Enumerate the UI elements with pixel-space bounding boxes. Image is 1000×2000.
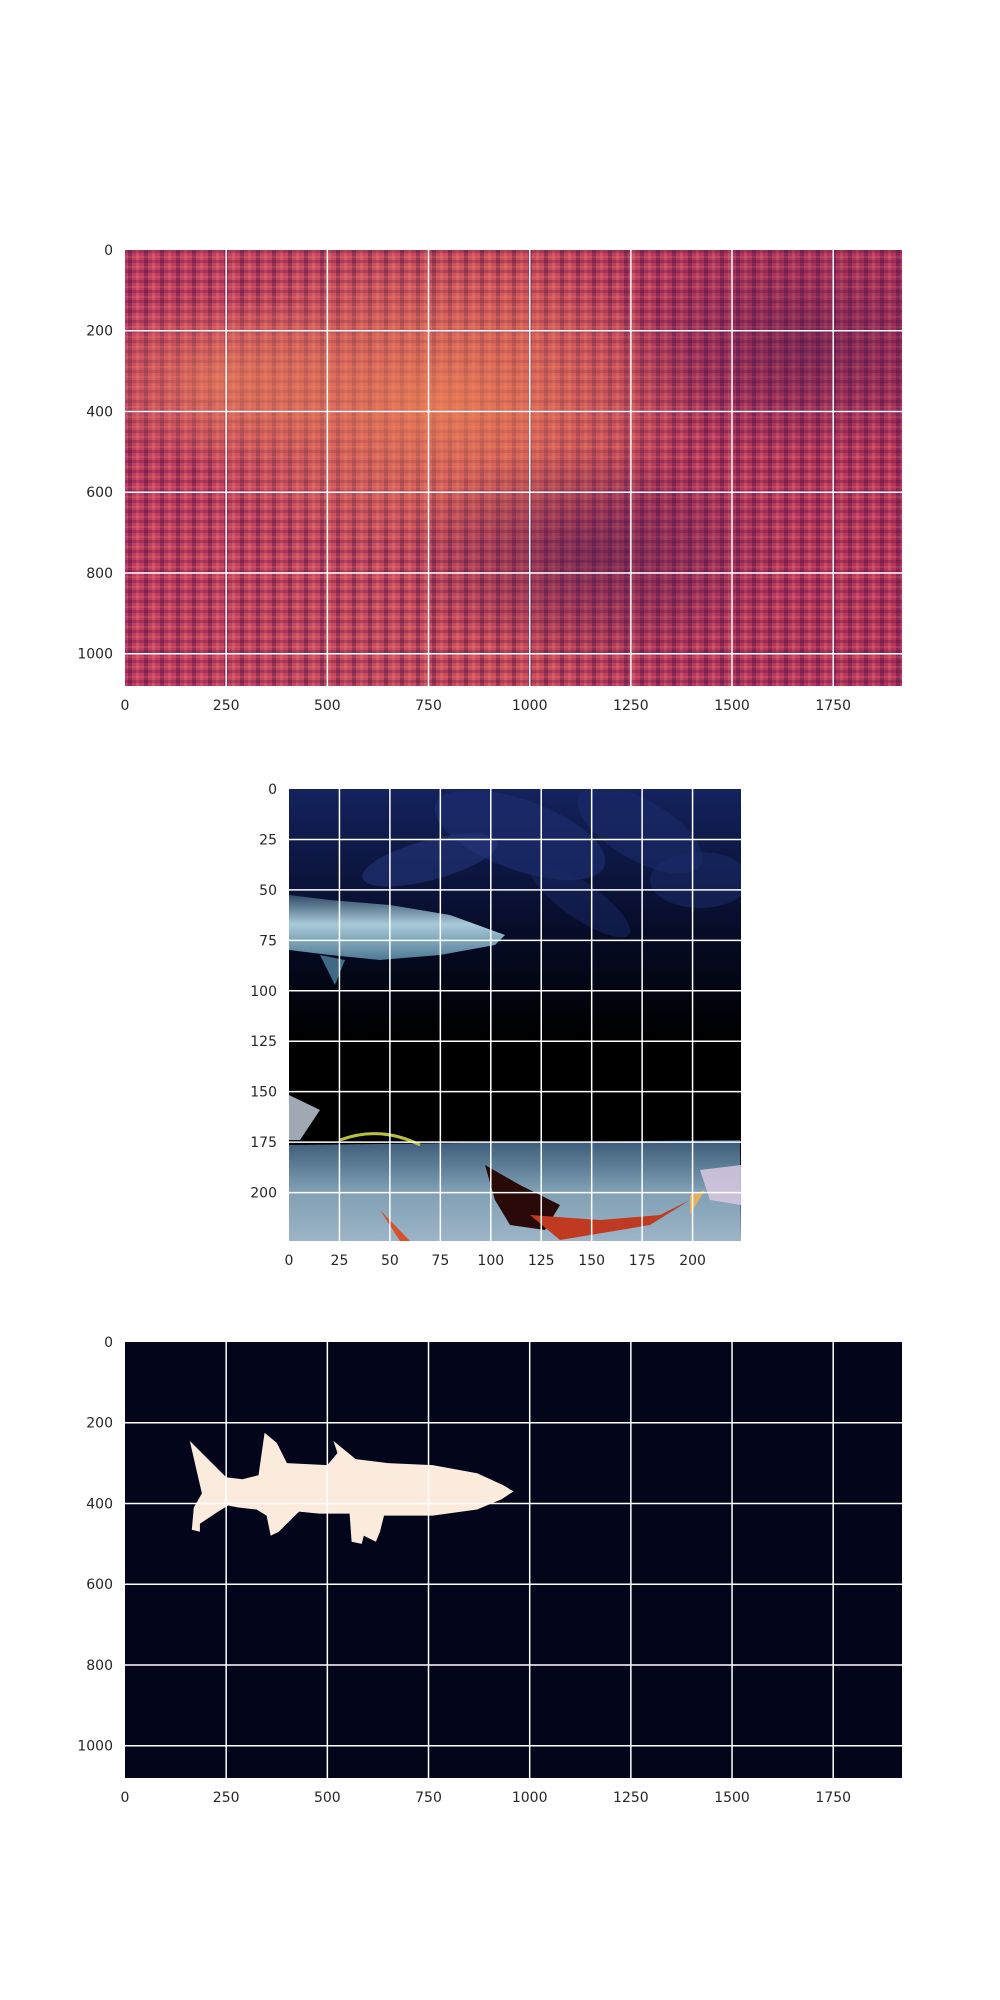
mask-background [125,1342,902,1778]
p2-y-tick-label: 175 [250,1135,277,1151]
mask-panel: 0 250 500 750 1000 1250 1500 1750 0 200 400 600 800 1… [77,1335,902,1806]
p1-x-tick-label: 1250 [613,698,649,714]
p2-x-tick-label: 125 [528,1253,555,1269]
p1-x-tick-label: 750 [415,698,442,714]
input-image-grid [289,789,741,1241]
fish-mask-shape [189,1432,514,1544]
feature-heatmap-panel: 0 250 500 750 1000 1250 1500 1750 0 200 400 600 800… [77,243,902,714]
p2-x-tick-label: 25 [331,1253,349,1269]
p1-x-tick-label: 1000 [512,698,548,714]
p1-x-tick-label: 500 [314,698,341,714]
input-image-y-axis: 0 25 50 75 100 125 150 175 200 [250,782,277,1202]
feature-heatmap-image [125,250,902,686]
mask-x-axis: 0 250 500 750 1000 1250 1500 1750 [121,1790,851,1806]
p2-y-tick-label: 50 [259,883,277,899]
p2-y-tick-label: 25 [259,832,277,848]
p2-x-tick-label: 175 [629,1253,656,1269]
p3-y-tick-label: 400 [86,1496,113,1512]
p1-x-tick-label: 250 [213,698,240,714]
p1-x-tick-label: 1750 [815,698,851,714]
feature-heatmap-y-axis: 0 200 400 600 800 1000 [77,243,113,663]
input-image-panel: 0 25 50 75 100 125 150 175 200 0 25 50 75 100 125 150 1… [250,782,741,1269]
p3-x-tick-label: 1250 [613,1790,649,1806]
input-image-x-axis: 0 25 50 75 100 125 150 175 200 [285,1253,706,1269]
p2-y-tick-label: 100 [250,984,277,1000]
input-image [289,789,741,1241]
mask-grid [125,1342,902,1778]
p3-x-tick-label: 1500 [714,1790,750,1806]
p1-y-tick-label: 0 [104,243,113,259]
p2-y-tick-label: 75 [259,933,277,949]
p1-y-tick-label: 200 [86,324,113,340]
p3-y-tick-label: 600 [86,1577,113,1593]
p3-x-tick-label: 500 [314,1790,341,1806]
p2-x-tick-label: 50 [381,1253,399,1269]
p2-y-tick-label: 125 [250,1034,277,1050]
p3-x-tick-label: 250 [213,1790,240,1806]
feature-heatmap-grid [125,250,902,686]
p3-y-tick-label: 0 [104,1335,113,1351]
mask-y-axis: 0 200 400 600 800 1000 [77,1335,113,1755]
p3-y-tick-label: 800 [86,1658,113,1674]
p2-x-tick-label: 150 [578,1253,605,1269]
p2-x-tick-label: 0 [285,1253,294,1269]
p2-y-tick-label: 200 [250,1186,277,1202]
p3-y-tick-label: 200 [86,1416,113,1432]
p1-x-tick-label: 0 [121,698,130,714]
p3-x-tick-label: 1000 [512,1790,548,1806]
p2-x-tick-label: 100 [477,1253,504,1269]
p2-y-tick-label: 150 [250,1085,277,1101]
p2-x-tick-label: 200 [679,1253,706,1269]
p2-x-tick-label: 75 [431,1253,449,1269]
p3-x-tick-label: 0 [121,1790,130,1806]
p3-y-tick-label: 1000 [77,1739,113,1755]
p1-x-tick-label: 1500 [714,698,750,714]
p1-y-tick-label: 400 [86,404,113,420]
p1-y-tick-label: 1000 [77,647,113,663]
p1-y-tick-label: 800 [86,566,113,582]
p3-x-tick-label: 1750 [815,1790,851,1806]
p2-y-tick-label: 0 [268,782,277,798]
feature-heatmap-x-axis: 0 250 500 750 1000 1250 1500 1750 [121,698,851,714]
p1-y-tick-label: 600 [86,485,113,501]
p3-x-tick-label: 750 [415,1790,442,1806]
